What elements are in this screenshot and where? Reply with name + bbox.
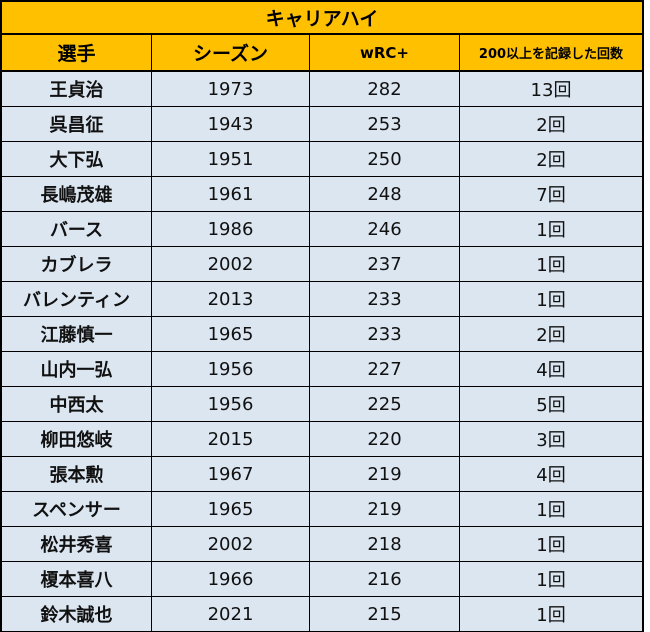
season-cell: 1965 (152, 317, 310, 351)
table-row: 山内一弘 1956 227 4回 (2, 352, 642, 387)
table-title: キャリアハイ (2, 0, 642, 35)
wrc-plus-cell: 233 (310, 317, 460, 351)
season-cell: 1943 (152, 107, 310, 141)
player-cell: 柳田悠岐 (2, 422, 152, 456)
count-cell: 13回 (530, 80, 572, 101)
season-cell: 2002 (152, 527, 310, 561)
player-cell: バース (2, 212, 152, 246)
wrc-plus-cell: 219 (310, 457, 460, 491)
count-cell: 2回 (536, 325, 566, 346)
count-cell: 4回 (536, 360, 566, 381)
wrc-plus-cell: 215 (310, 597, 460, 631)
table-row: 大下弘 1951 250 2回 (2, 142, 642, 177)
wrc-plus-cell: 227 (310, 352, 460, 386)
player-cell: 呉昌征 (2, 107, 152, 141)
player-cell: 江藤慎一 (2, 317, 152, 351)
count-cell: 4回 (536, 465, 566, 486)
season-cell: 2002 (152, 247, 310, 281)
count-cell: 1回 (536, 500, 566, 521)
header-season: シーズン (152, 35, 310, 70)
player-cell: 松井秀喜 (2, 527, 152, 561)
header-wrc-plus: wRC+ (310, 35, 460, 70)
player-cell: バレンティン (2, 282, 152, 316)
count-cell: 2回 (536, 150, 566, 171)
season-cell: 2021 (152, 597, 310, 631)
player-cell: 長嶋茂雄 (2, 177, 152, 211)
player-cell: 王貞治 (2, 72, 152, 106)
season-cell: 2015 (152, 422, 310, 456)
season-cell: 1986 (152, 212, 310, 246)
table-row: 長嶋茂雄 1961 248 7回 (2, 177, 642, 212)
wrc-plus-cell: 233 (310, 282, 460, 316)
player-cell: スペンサー (2, 492, 152, 526)
table-row: 鈴木誠也 2021 215 1回 (2, 597, 642, 632)
player-cell: 鈴木誠也 (2, 597, 152, 631)
header-200-count: 200以上を記録した回数 (478, 47, 624, 62)
season-cell: 1956 (152, 387, 310, 421)
table-row: 呉昌征 1943 253 2回 (2, 107, 642, 142)
wrc-plus-cell: 225 (310, 387, 460, 421)
count-cell: 1回 (536, 220, 566, 241)
table-row: バース 1986 246 1回 (2, 212, 642, 247)
table-row: バレンティン 2013 233 1回 (2, 282, 642, 317)
season-cell: 1951 (152, 142, 310, 176)
wrc-plus-cell: 218 (310, 527, 460, 561)
count-cell: 7回 (536, 185, 566, 206)
player-cell: 榎本喜八 (2, 562, 152, 596)
table-row: カブレラ 2002 237 1回 (2, 247, 642, 282)
season-cell: 1966 (152, 562, 310, 596)
table-row: 柳田悠岐 2015 220 3回 (2, 422, 642, 457)
wrc-plus-cell: 246 (310, 212, 460, 246)
table-row: 王貞治 1973 282 13回 (2, 72, 642, 107)
player-cell: カブレラ (2, 247, 152, 281)
count-cell: 1回 (536, 290, 566, 311)
season-cell: 1967 (152, 457, 310, 491)
wrc-plus-cell: 248 (310, 177, 460, 211)
table-row: スペンサー 1965 219 1回 (2, 492, 642, 527)
season-cell: 2013 (152, 282, 310, 316)
wrc-plus-cell: 216 (310, 562, 460, 596)
table-body: 王貞治 1973 282 13回 呉昌征 1943 253 2回 大下弘 1951 250 2回 長嶋茂… (2, 72, 642, 632)
season-cell: 1961 (152, 177, 310, 211)
count-cell: 3回 (536, 430, 566, 451)
table-row: 張本勲 1967 219 4回 (2, 457, 642, 492)
table-row: 松井秀喜 2002 218 1回 (2, 527, 642, 562)
table-row: 榎本喜八 1966 216 1回 (2, 562, 642, 597)
count-cell: 5回 (536, 395, 566, 416)
season-cell: 1973 (152, 72, 310, 106)
count-cell: 1回 (536, 570, 566, 591)
player-cell: 張本勲 (2, 457, 152, 491)
header-row: 選手 シーズン wRC+ 200以上を記録した回数 (2, 35, 642, 72)
wrc-plus-cell: 219 (310, 492, 460, 526)
table-row: 中西太 1956 225 5回 (2, 387, 642, 422)
wrc-plus-cell: 282 (310, 72, 460, 106)
player-cell: 中西太 (2, 387, 152, 421)
season-cell: 1956 (152, 352, 310, 386)
count-cell: 1回 (536, 255, 566, 276)
count-cell: 1回 (536, 605, 566, 626)
wrc-plus-cell: 237 (310, 247, 460, 281)
player-cell: 大下弘 (2, 142, 152, 176)
season-cell: 1965 (152, 492, 310, 526)
player-cell: 山内一弘 (2, 352, 152, 386)
count-cell: 2回 (536, 115, 566, 136)
wrc-plus-cell: 220 (310, 422, 460, 456)
wrc-plus-cell: 250 (310, 142, 460, 176)
wrc-plus-cell: 253 (310, 107, 460, 141)
table-row: 江藤慎一 1965 233 2回 (2, 317, 642, 352)
count-cell: 1回 (536, 535, 566, 556)
header-player: 選手 (2, 35, 152, 70)
